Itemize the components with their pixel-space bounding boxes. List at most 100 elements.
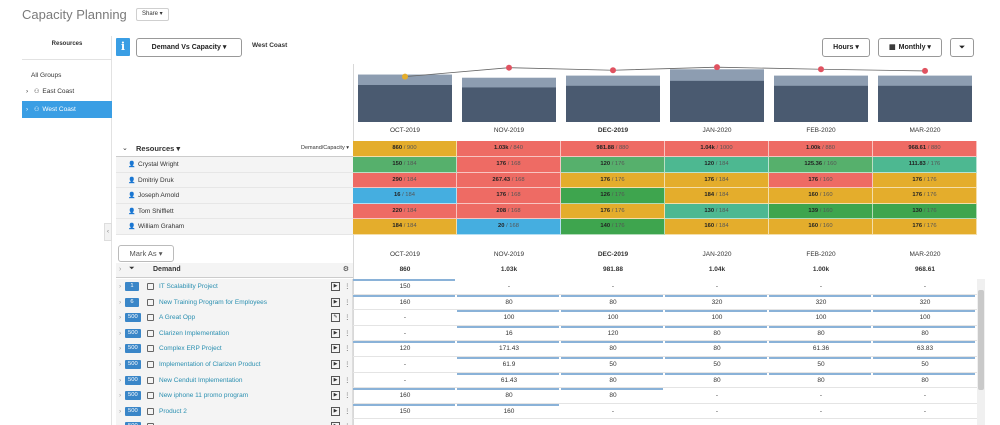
mode-dropdown[interactable]: Demand/Capacity ▾ — [300, 145, 349, 151]
project-link[interactable]: Clarizen Implementation — [159, 329, 230, 337]
more-icon[interactable]: ⋮ — [344, 298, 351, 306]
allocation-cell[interactable]: 150 / 184 — [353, 157, 457, 173]
chevron-right-icon[interactable]: › — [119, 361, 122, 368]
project-link[interactable]: Complex ERP Project — [159, 345, 222, 353]
edit-icon[interactable]: ✎ — [331, 313, 340, 323]
allocation-cell[interactable]: 176 / 160 — [769, 172, 873, 189]
allocation-cell[interactable]: 16 / 184 — [353, 188, 457, 204]
share-button[interactable]: Share ▾ — [136, 8, 169, 21]
demand-value[interactable]: 320 — [919, 298, 931, 306]
filter-icon[interactable]: ⏷ — [129, 265, 135, 272]
collapse-sidebar-handle[interactable]: ‹ — [104, 223, 112, 241]
demand-value[interactable]: 50 — [921, 361, 929, 368]
demand-value[interactable]: - — [403, 376, 407, 384]
units-dropdown[interactable]: Hours ▾ — [822, 38, 870, 57]
allocation-cell[interactable]: 111.83 / 176 — [873, 157, 977, 173]
demand-value[interactable]: 50 — [817, 361, 825, 368]
demand-value[interactable]: 80 — [713, 329, 721, 337]
demand-value[interactable]: 320 — [815, 298, 827, 306]
demand-value[interactable]: - — [403, 314, 407, 322]
demand-value[interactable]: 80 — [713, 345, 721, 353]
demand-value[interactable]: 160 — [399, 298, 411, 306]
resource-row[interactable]: 👤 Joseph Arnold — [116, 188, 353, 204]
allocation-cell[interactable]: 125.36 / 160 — [769, 157, 873, 173]
demand-value[interactable]: 80 — [921, 376, 929, 384]
allocation-cell[interactable]: 208 / 168 — [457, 203, 561, 220]
demand-value[interactable]: - — [923, 407, 927, 415]
filter-button[interactable]: ⏷ — [950, 38, 974, 57]
demand-value[interactable]: - — [715, 407, 719, 415]
chevron-right-icon[interactable]: › — [119, 283, 122, 290]
demand-point[interactable] — [714, 64, 720, 71]
chevron-right-icon[interactable]: › — [119, 314, 122, 322]
demand-value[interactable]: 100 — [607, 314, 619, 322]
demand-value[interactable]: 100 — [815, 314, 827, 322]
allocation-cell[interactable]: 1.04k / 1000 — [665, 141, 769, 157]
demand-value[interactable]: - — [715, 283, 719, 290]
allocation-cell[interactable]: 130 / 176 — [873, 203, 977, 220]
demand-value[interactable]: 50 — [713, 361, 721, 368]
project-link[interactable]: New Training Program for Employees — [159, 298, 268, 306]
allocation-cell[interactable]: 130 / 184 — [665, 203, 769, 220]
demand-value[interactable]: - — [403, 329, 407, 337]
demand-value[interactable]: - — [819, 283, 823, 290]
demand-value[interactable]: 100 — [711, 314, 723, 322]
demand-point[interactable] — [506, 64, 512, 71]
demand-value[interactable]: - — [715, 392, 719, 400]
demand-point[interactable] — [922, 67, 928, 74]
demand-row[interactable]: › 500 New Cenduit Implementation ▶ ⋮ - 61.43 80… — [116, 372, 977, 389]
allocation-cell[interactable]: 1.00k / 880 — [769, 141, 873, 157]
play-icon[interactable]: ▶ — [331, 328, 340, 338]
resource-row[interactable]: 👤 Crystal Wright — [116, 157, 353, 173]
demand-value[interactable]: 320 — [711, 298, 723, 306]
demand-value[interactable]: - — [819, 407, 823, 415]
play-icon[interactable]: ▶ — [331, 297, 340, 307]
play-icon[interactable]: ▶ — [331, 282, 340, 291]
demand-value[interactable]: 100 — [503, 314, 515, 322]
allocation-cell[interactable]: 176 / 184 — [665, 172, 769, 189]
sidebar-item-east-coast[interactable]: › ⚇ East Coast — [22, 83, 112, 100]
demand-value[interactable]: 150 — [399, 283, 411, 290]
sidebar-item-all-groups[interactable]: All Groups — [22, 67, 112, 84]
allocation-cell[interactable]: 160 / 160 — [769, 188, 873, 204]
demand-value[interactable]: - — [403, 361, 407, 368]
demand-value[interactable]: 61.9 — [502, 361, 516, 368]
demand-value[interactable]: 160 — [503, 407, 515, 415]
allocation-cell[interactable]: 120 / 176 — [561, 157, 665, 173]
play-icon[interactable]: ▶ — [331, 344, 340, 354]
allocation-cell[interactable]: 126 / 176 — [561, 188, 665, 204]
allocation-cell[interactable]: 184 / 184 — [665, 188, 769, 204]
chevron-right-icon[interactable]: › — [119, 266, 122, 273]
more-icon[interactable]: ⋮ — [344, 392, 351, 400]
demand-value[interactable]: - — [611, 283, 615, 290]
demand-point[interactable] — [818, 66, 824, 73]
demand-value[interactable]: 120 — [607, 329, 619, 337]
project-link[interactable]: New iphone 11 promo program — [159, 392, 249, 400]
project-link[interactable]: New Cenduit Implementation — [159, 376, 243, 384]
demand-value[interactable]: - — [819, 392, 823, 400]
more-icon[interactable]: ⋮ — [344, 419, 351, 425]
demand-point[interactable] — [402, 73, 408, 80]
chevron-right-icon[interactable]: › — [26, 88, 29, 95]
chevron-right-icon[interactable]: › — [119, 298, 122, 306]
chevron-right-icon[interactable]: › — [26, 106, 29, 113]
more-icon[interactable]: ⋮ — [344, 361, 351, 368]
allocated-bar[interactable] — [670, 80, 764, 122]
more-icon[interactable]: ⋮ — [344, 376, 351, 384]
play-icon[interactable]: ▶ — [331, 406, 340, 416]
demand-value[interactable]: 100 — [919, 314, 931, 322]
demand-row[interactable]: › 6 New Training Program for Employees ▶ ⋮ 16… — [116, 294, 977, 311]
demand-value[interactable]: 63.83 — [916, 345, 934, 353]
allocated-bar[interactable] — [878, 85, 972, 122]
resource-row[interactable]: 👤 Dmitriy Druk — [116, 172, 353, 189]
demand-value[interactable]: 50 — [609, 361, 617, 368]
allocated-bar[interactable] — [358, 84, 452, 122]
demand-row[interactable]: › 500 A Great Opp ✎ ⋮ - 100 100 100 100 100 — [116, 310, 977, 326]
demand-value[interactable]: 80 — [817, 329, 825, 337]
demand-value[interactable]: 80 — [817, 376, 825, 384]
period-dropdown[interactable]: ▦ Monthly ▾ — [878, 38, 942, 57]
allocated-bar[interactable] — [566, 85, 660, 122]
sidebar-item-west-coast[interactable]: › ⚇ West Coast — [22, 101, 112, 118]
demand-value[interactable]: 80 — [609, 345, 617, 353]
demand-value[interactable]: 80 — [921, 329, 929, 337]
